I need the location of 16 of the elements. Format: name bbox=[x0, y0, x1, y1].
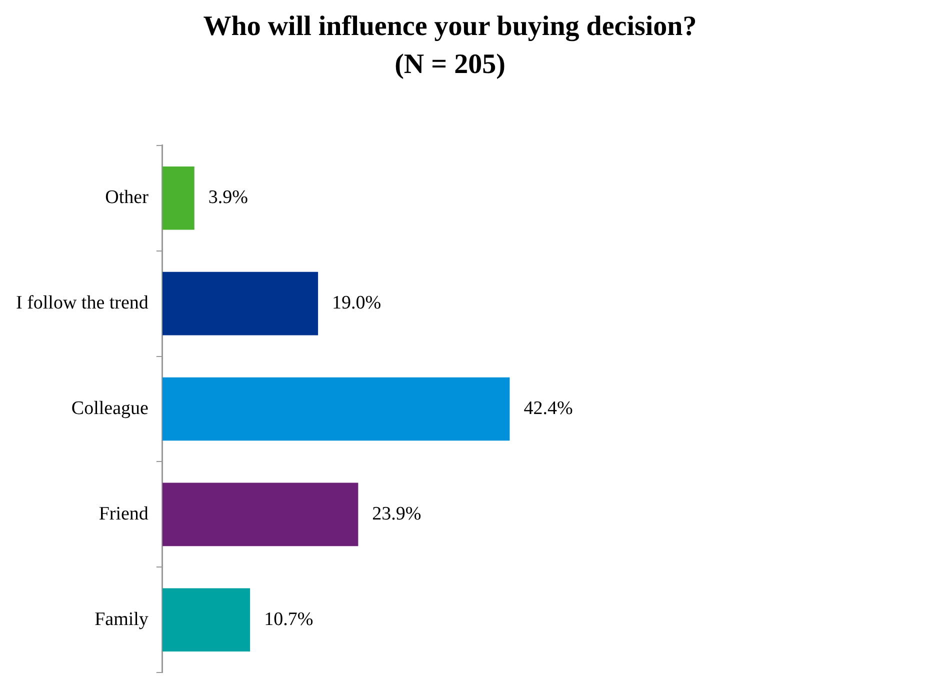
bar bbox=[162, 588, 250, 652]
bar bbox=[162, 377, 510, 441]
bar bbox=[162, 166, 194, 230]
data-label: 3.9% bbox=[208, 187, 248, 208]
chart-title: Who will influence your buying decision? (N = 205) bbox=[202, 10, 698, 82]
data-label: 10.7% bbox=[264, 608, 314, 630]
y-tick-label: Colleague bbox=[71, 398, 148, 419]
y-tick-label: Family bbox=[94, 608, 149, 630]
data-label: 42.4% bbox=[524, 398, 573, 419]
y-tick-label: Other bbox=[105, 187, 150, 208]
y-tick-label: I follow the trend bbox=[16, 292, 149, 314]
bar bbox=[162, 272, 318, 336]
bar bbox=[162, 482, 358, 546]
data-label: 23.9% bbox=[372, 503, 422, 524]
data-label: 19.0% bbox=[332, 292, 382, 314]
y-tick-label: Friend bbox=[98, 503, 149, 524]
